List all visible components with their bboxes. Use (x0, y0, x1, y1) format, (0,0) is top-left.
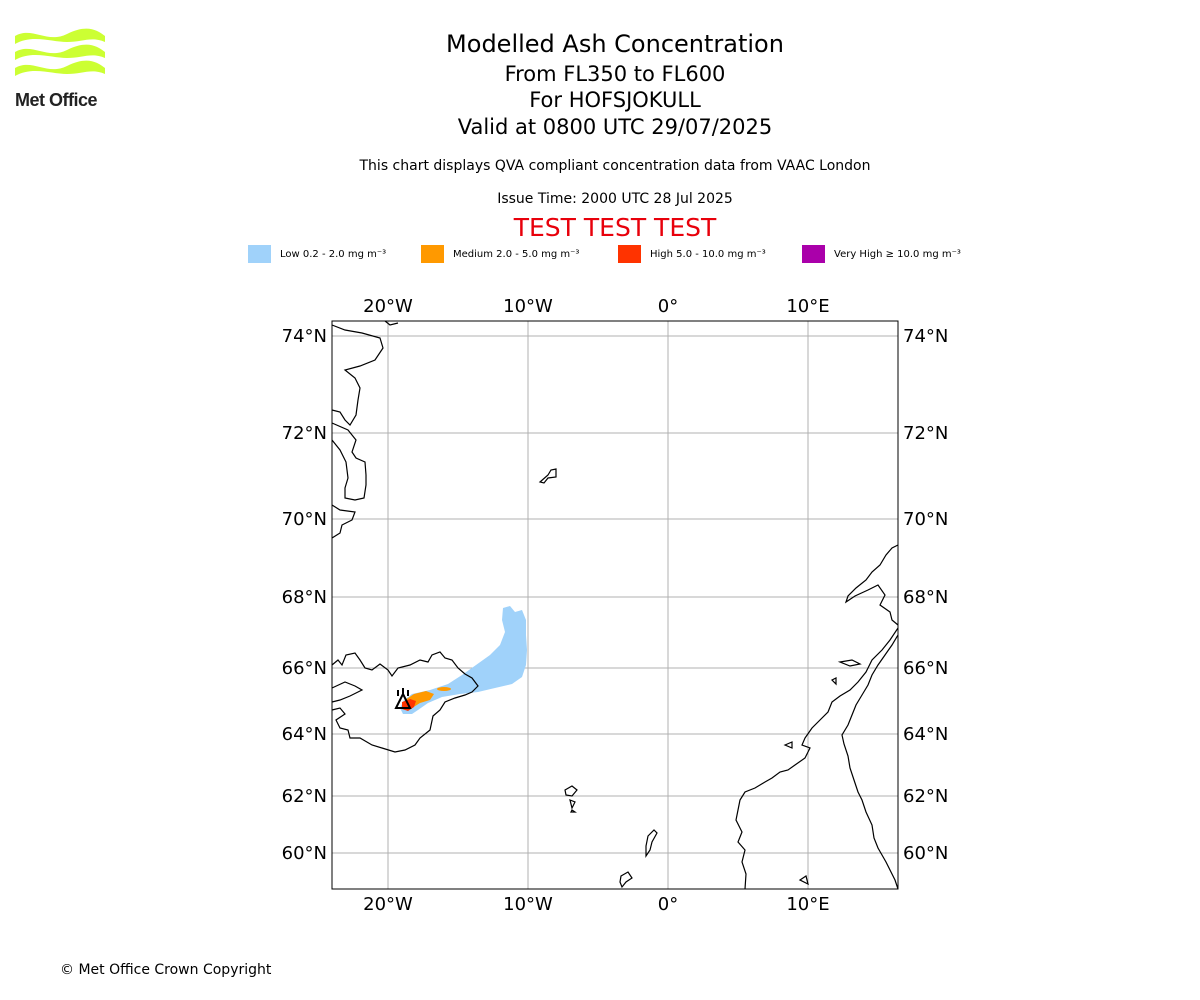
legend-item-very-high: Very High ≥ 10.0 mg m⁻³ (802, 244, 961, 264)
chart-description: This chart displays QVA compliant concen… (359, 158, 871, 174)
lat-label-right-60: 60°N (903, 843, 948, 864)
ash-low-area (400, 606, 527, 714)
lat-label-right-62: 62°N (903, 786, 948, 807)
lon-label-bottom-10w: 10°W (503, 894, 553, 915)
lat-label-left-70: 70°N (282, 509, 327, 530)
volcano-name: For HOFSJOKULL (529, 88, 701, 112)
flight-level-range: From FL350 to FL600 (504, 62, 726, 86)
volcano-marker-icon (394, 688, 412, 709)
lat-label-right-68: 68°N (903, 587, 948, 608)
lat-label-right-74: 74°N (903, 326, 948, 347)
logo-text: Met Office (15, 90, 98, 110)
lat-label-left-72: 72°N (282, 423, 327, 444)
norway-coast (735, 544, 899, 890)
issue-time: Issue Time: 2000 UTC 28 Jul 2025 (497, 191, 733, 207)
test-banner: TEST TEST TEST (513, 213, 717, 242)
valid-time: Valid at 0800 UTC 29/07/2025 (457, 115, 773, 139)
coastlines (331, 320, 899, 890)
map-gridlines (332, 321, 898, 889)
lat-label-right-64: 64°N (903, 724, 948, 745)
chart-title: Modelled Ash Concentration (446, 30, 784, 58)
met-office-wave-icon (15, 28, 105, 76)
lat-label-left-62: 62°N (282, 786, 327, 807)
legend-swatch-low (248, 245, 271, 263)
orkney-coast (619, 871, 633, 889)
lat-label-left-68: 68°N (282, 587, 327, 608)
iceland-coast (331, 651, 479, 753)
lat-label-left-60: 60°N (282, 843, 327, 864)
legend-swatch-high (618, 245, 641, 263)
legend-item-low: Low 0.2 - 2.0 mg m⁻³ (248, 244, 386, 264)
lon-label-top-10w: 10°W (503, 296, 553, 317)
legend-swatch-medium (421, 245, 444, 263)
legend-label-very-high: Very High ≥ 10.0 mg m⁻³ (834, 248, 961, 260)
copyright-notice: © Met Office Crown Copyright (60, 962, 272, 978)
lat-label-left-64: 64°N (282, 724, 327, 745)
ash-medium-patch (437, 687, 451, 691)
lon-label-top-0: 0° (658, 296, 678, 317)
shetland-coast (645, 829, 658, 858)
lon-label-top-20w: 20°W (363, 296, 413, 317)
lon-label-bottom-20w: 20°W (363, 894, 413, 915)
lon-label-top-10e: 10°E (786, 296, 829, 317)
jan-mayen-coast (538, 468, 557, 484)
lat-label-left-74: 74°N (282, 326, 327, 347)
faroe-coast (564, 785, 578, 813)
lat-label-left-66: 66°N (282, 658, 327, 679)
map-frame (331, 320, 899, 890)
legend-swatch-very-high (802, 245, 825, 263)
legend-item-high: High 5.0 - 10.0 mg m⁻³ (618, 244, 766, 264)
legend-label-low: Low 0.2 - 2.0 mg m⁻³ (280, 248, 387, 260)
lon-label-bottom-10e: 10°E (786, 894, 829, 915)
lat-label-right-66: 66°N (903, 658, 948, 679)
legend-label-high: High 5.0 - 10.0 mg m⁻³ (650, 248, 766, 260)
norway-islands (783, 659, 862, 886)
legend-item-medium: Medium 2.0 - 5.0 mg m⁻³ (421, 244, 579, 264)
lat-label-right-72: 72°N (903, 423, 948, 444)
legend-label-medium: Medium 2.0 - 5.0 mg m⁻³ (453, 248, 580, 260)
greenland-coast (331, 320, 399, 539)
lon-label-bottom-0: 0° (658, 894, 678, 915)
lat-label-right-70: 70°N (903, 509, 948, 530)
